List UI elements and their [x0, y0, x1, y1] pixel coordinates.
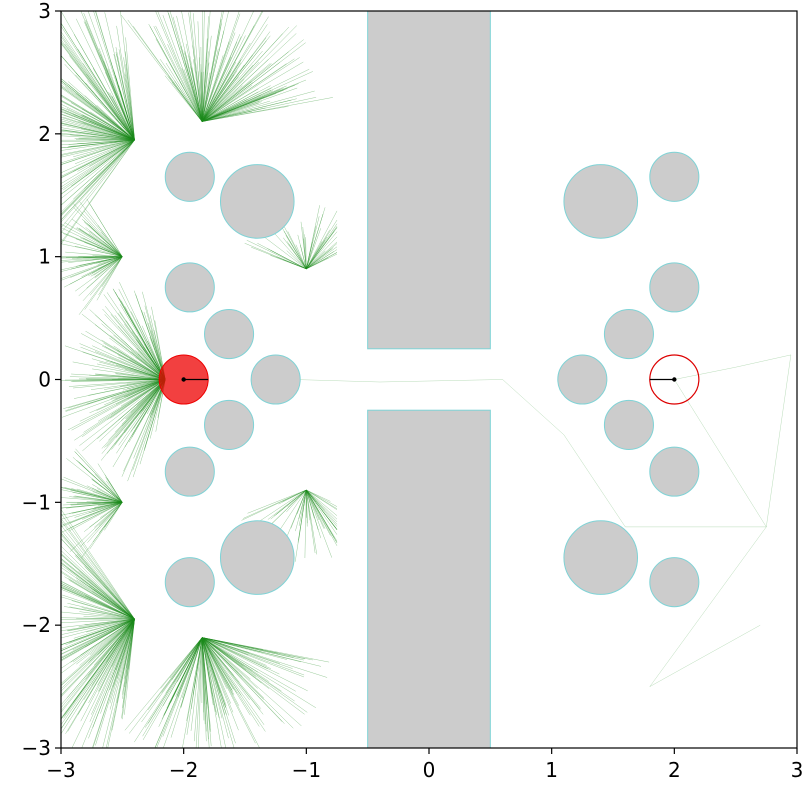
- circle-obstacle: [164, 262, 215, 313]
- circle-obstacle: [204, 309, 255, 360]
- circle-obstacle: [649, 151, 700, 202]
- y-tick-label: 0: [38, 368, 51, 392]
- circle-obstacle: [563, 164, 639, 239]
- search-tree: [60, 10, 792, 749]
- circle-obstacle: [164, 557, 215, 608]
- x-tick-label: −3: [46, 758, 75, 782]
- wall-obstacle: [367, 10, 491, 350]
- tree-edges-faint: [294, 354, 792, 687]
- circle-obstacle: [219, 520, 295, 595]
- x-tick-label: −2: [169, 758, 198, 782]
- x-tick-label: 0: [423, 758, 436, 782]
- circle-obstacle: [164, 446, 215, 497]
- y-tick-label: 1: [38, 245, 51, 269]
- x-tick-label: 1: [545, 758, 558, 782]
- obstacles: [164, 10, 700, 749]
- circle-obstacle: [603, 399, 654, 450]
- goal-center: [672, 377, 677, 382]
- circle-obstacle: [649, 557, 700, 608]
- x-tick-label: 3: [791, 758, 804, 782]
- y-tick-label: 2: [38, 122, 51, 146]
- robot-center: [181, 377, 186, 382]
- axes: [55, 10, 798, 754]
- x-tick-label: −1: [292, 758, 321, 782]
- circle-obstacle: [649, 262, 700, 313]
- circle-obstacle: [563, 520, 639, 595]
- y-tick-label: −2: [22, 613, 51, 637]
- circle-obstacle: [219, 164, 295, 239]
- tree-edges: [60, 10, 338, 749]
- y-tick-label: −3: [22, 736, 51, 760]
- wall-obstacle: [367, 409, 491, 749]
- circle-obstacle: [649, 446, 700, 497]
- agents: [158, 354, 700, 405]
- circle-obstacle: [204, 399, 255, 450]
- x-tick-label: 2: [668, 758, 681, 782]
- circle-obstacle: [557, 354, 608, 405]
- tick-labels: −3 −2 −1 0 1 2 3 −3 −2 −1 0 1 2 3: [22, 0, 804, 782]
- circle-obstacle: [603, 309, 654, 360]
- y-tick-label: −1: [22, 490, 51, 514]
- circle-obstacle: [164, 151, 215, 202]
- circle-obstacle: [250, 354, 301, 405]
- y-tick-label: 3: [38, 0, 51, 23]
